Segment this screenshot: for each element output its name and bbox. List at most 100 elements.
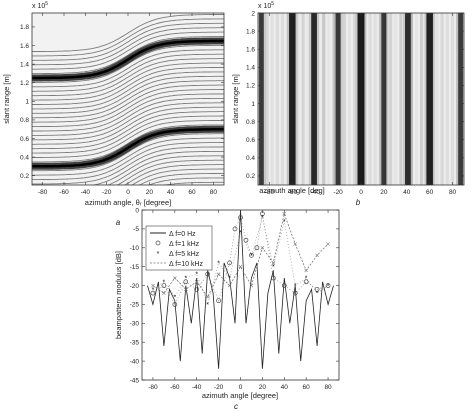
faint-stripe <box>275 13 279 185</box>
x-tick-label: -60 <box>170 384 180 391</box>
panel-a-y-ticks: 0.2 0.4 0.6 0.8 1 1.2 1.4 1.6 1.8 <box>20 24 224 180</box>
faint-stripe <box>368 13 372 185</box>
fringe-line <box>32 89 224 128</box>
fringe-line <box>32 102 224 141</box>
faint-stripe <box>342 13 346 185</box>
legend-label-f5k: Δ f=5 kHz <box>169 251 200 258</box>
panel-c-y-label: beampattern modulus [dB] <box>114 251 123 339</box>
y-tick-label: 1.4 <box>246 65 255 72</box>
series-point-star: * <box>152 287 155 294</box>
faint-stripe <box>440 13 444 185</box>
x-tick-label: -60 <box>59 189 69 196</box>
panel-a-y-label: slant range [m] <box>2 74 11 124</box>
x-tick-label: 80 <box>449 189 457 196</box>
faint-stripe <box>280 13 285 185</box>
faint-stripe <box>363 13 367 185</box>
y-tick-label: 1.4 <box>20 61 29 68</box>
series-point-x <box>304 268 308 273</box>
series-point-x <box>293 242 298 246</box>
series-point-star: * <box>217 260 220 267</box>
series-point-star: * <box>239 230 242 237</box>
panel-c-legend: Δ f=0 Hz Δ f=1 kHz * Δ f=5 kHz Δ f=10 kH… <box>145 225 213 271</box>
x-tick-label: 20 <box>146 189 154 196</box>
series-point-circle <box>150 290 156 296</box>
y-tick-label: 1.6 <box>20 43 29 50</box>
x-tick-label: 40 <box>167 189 175 196</box>
series-point-x <box>205 295 210 299</box>
x-tick-label: 20 <box>380 189 388 196</box>
fringe-line <box>32 71 224 110</box>
x-tick-label: -40 <box>311 189 321 196</box>
panel-c-caption: c <box>234 402 238 411</box>
series-point-circle <box>216 298 221 304</box>
dark-stripe <box>259 13 264 185</box>
x-tick-label: -80 <box>265 189 275 196</box>
dark-stripe <box>357 13 365 185</box>
y-tick-label: 0.4 <box>246 155 255 162</box>
fringe-line <box>32 58 224 97</box>
y-tick-label: 1.8 <box>246 28 255 35</box>
faint-stripe <box>322 13 326 185</box>
fringe-line <box>32 18 224 57</box>
y-tick-label: -45 <box>130 377 140 384</box>
x-tick-label: 40 <box>403 189 411 196</box>
fringe-line <box>32 133 224 172</box>
series-point-x <box>271 261 276 265</box>
faint-stripe <box>296 13 300 185</box>
panel-a-x-ticks: -80 -60 -40 -20 0 20 40 60 80 <box>38 13 217 196</box>
legend-label-f0: Δ f=0 Hz <box>169 231 196 238</box>
series-point-x <box>238 264 243 269</box>
y-tick-label: 0.4 <box>20 154 29 161</box>
x-tick-label: -20 <box>102 189 112 196</box>
fringe-line <box>116 159 224 185</box>
panel-a-exponent: x 105 <box>32 1 48 10</box>
series-point-circle <box>292 290 298 296</box>
faint-stripe <box>270 13 274 185</box>
series-point-star: * <box>184 276 187 283</box>
y-tick-label: 2 <box>251 10 255 17</box>
panel-b-stripes <box>258 13 464 185</box>
panel-c-series: * * * * * * * * * * * * * * * * * <box>147 210 334 369</box>
series-point-circle <box>238 215 243 220</box>
fringe-line <box>138 172 224 185</box>
x-tick-label: -40 <box>81 189 91 196</box>
faint-stripe <box>286 13 290 185</box>
fringe-line <box>32 22 224 61</box>
series-point-star: * <box>250 253 253 260</box>
y-tick-label: -10 <box>130 245 140 252</box>
series-point-star: * <box>228 276 231 283</box>
panel-a-fringes <box>32 14 224 185</box>
fringe-line <box>32 49 224 88</box>
fringe-line <box>32 66 224 105</box>
series-point-star: * <box>272 264 275 271</box>
x-tick-label: 0 <box>359 189 363 196</box>
series-point-circle <box>205 271 211 277</box>
faint-stripe <box>306 13 310 185</box>
fringe-line <box>32 80 224 119</box>
x-tick-label: -80 <box>38 189 48 196</box>
series-point-star: * <box>173 294 176 301</box>
x-tick-label: 20 <box>259 384 267 391</box>
faint-stripe <box>450 13 455 185</box>
faint-stripe <box>389 13 393 185</box>
x-tick-label: 0 <box>239 384 243 391</box>
x-tick-label: -60 <box>288 189 298 196</box>
series-point-circle <box>270 275 276 281</box>
series-point-x <box>194 279 199 284</box>
x-tick-label: -40 <box>192 384 202 391</box>
dark-stripe <box>426 13 433 185</box>
series-point-circle <box>249 252 254 258</box>
series-point-circle <box>232 226 238 232</box>
faint-stripe <box>445 13 449 185</box>
x-tick-label: 80 <box>324 384 332 391</box>
series-point-circle <box>325 283 331 288</box>
dark-stripe <box>405 13 411 185</box>
y-tick-label: 1.2 <box>20 80 29 87</box>
faint-stripe <box>316 13 321 185</box>
x-tick-label: 60 <box>303 384 311 391</box>
series-line <box>152 212 329 298</box>
panel-b-caption: b <box>356 198 361 207</box>
faint-stripe <box>332 13 336 185</box>
series-point-x <box>151 283 155 288</box>
faint-stripe <box>419 13 424 185</box>
